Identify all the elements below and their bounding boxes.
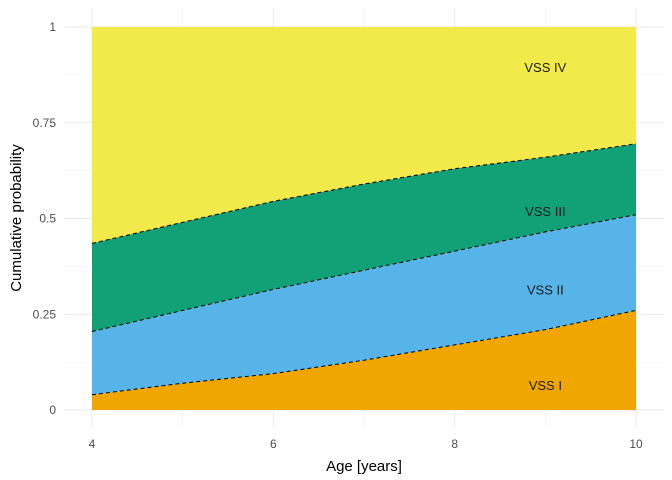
y-axis-title: Cumulative probability (8, 144, 25, 292)
region-label: VSS II (527, 282, 564, 297)
x-tick-label: 10 (629, 437, 643, 451)
boundary-lines (91, 143, 637, 396)
y-tick-label: 0.25 (33, 307, 57, 321)
y-tick-label: 0 (49, 403, 56, 417)
area-vss-iv (92, 27, 636, 244)
y-tick-label: 1 (49, 20, 56, 34)
region-label: VSS IV (524, 60, 566, 75)
x-tick-label: 4 (89, 437, 96, 451)
boundary-line (91, 143, 637, 244)
y-axis: 0 0.25 0.5 0.75 1 (33, 20, 57, 417)
x-tick-label: 8 (451, 437, 458, 451)
boundary-line (91, 214, 637, 332)
region-label: VSS I (529, 378, 562, 393)
area-vss-iii (92, 143, 636, 332)
region-label: VSS III (525, 204, 565, 219)
x-axis-title: Age [years] (326, 458, 402, 475)
area-vss-ii (92, 214, 636, 395)
y-tick-label: 0.75 (33, 116, 57, 130)
x-tick-label: 6 (270, 437, 277, 451)
region-labels: VSS I VSS II VSS III VSS IV (524, 60, 566, 393)
x-axis: 4 6 8 10 (89, 437, 643, 451)
boundary-line (91, 309, 637, 396)
y-tick-label: 0.5 (39, 212, 56, 226)
